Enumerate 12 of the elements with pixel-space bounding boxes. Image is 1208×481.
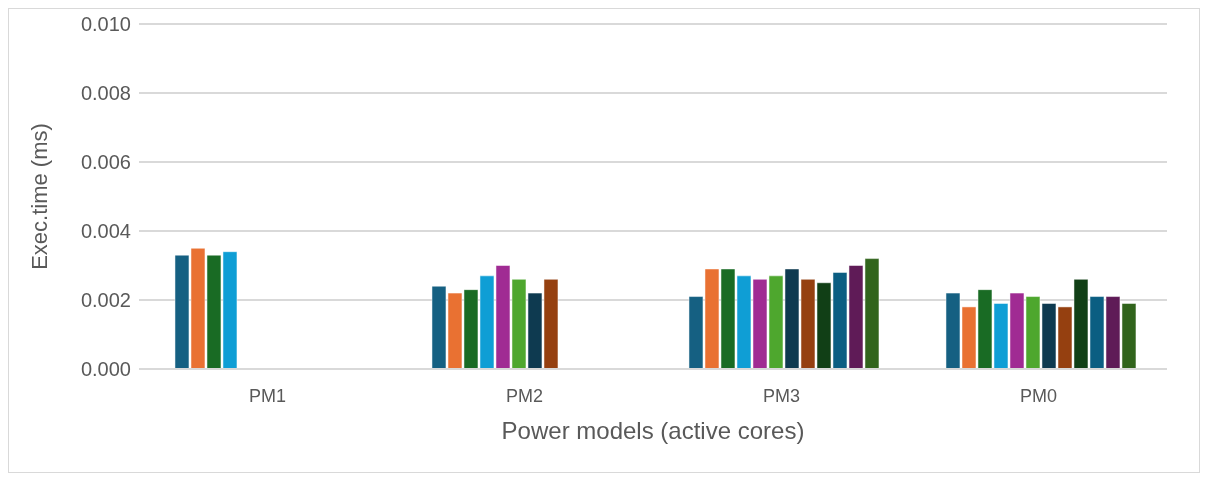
y-tick-label: 0.004	[80, 220, 131, 243]
x-tick-label: PM3	[762, 385, 801, 406]
x-tick-label: PM0	[1019, 385, 1058, 406]
x-axis-title: Power models (active cores)	[501, 417, 805, 444]
y-tick-label: 0.006	[80, 151, 131, 174]
y-tick-label: 0.002	[80, 289, 131, 312]
y-tick-label: 0.008	[80, 82, 131, 105]
y-tick-label: 0.000	[80, 358, 131, 381]
y-tick-label: 0.010	[80, 13, 131, 36]
x-tick-label: PM2	[505, 385, 544, 406]
x-tick-label: PM1	[248, 385, 287, 406]
y-axis-title: Exec.time (ms)	[26, 123, 52, 270]
